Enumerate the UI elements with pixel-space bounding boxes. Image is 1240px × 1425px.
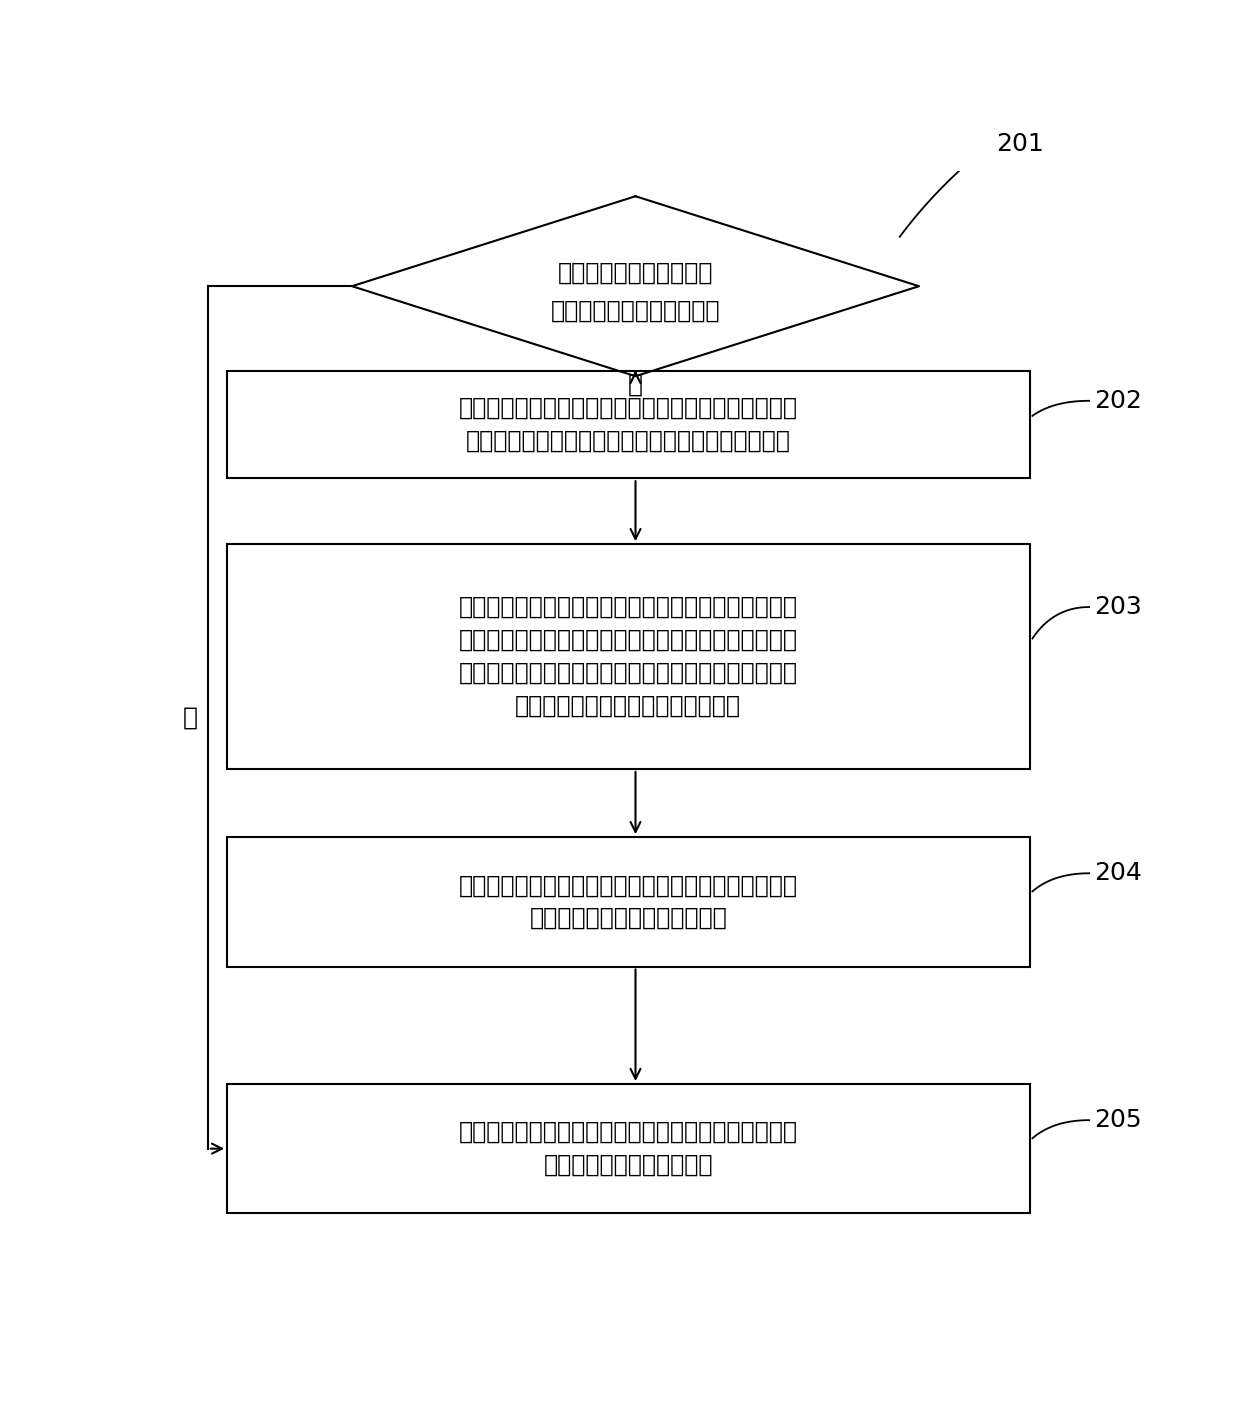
Text: 罐底面积，确定液位变化阈值，其中，第一液位信号、: 罐底面积，确定液位变化阈值，其中，第一液位信号、 — [459, 628, 797, 653]
Text: 反馈的第一液位信号在预设时长内的第一液位变化值: 反馈的第一液位信号在预设时长内的第一液位变化值 — [466, 429, 791, 453]
Polygon shape — [352, 197, 919, 376]
Text: 205: 205 — [1094, 1109, 1142, 1133]
Text: 在湿平整液控制系统运行预设时长后，获取第一液位计: 在湿平整液控制系统运行预设时长后，获取第一液位计 — [459, 396, 797, 420]
Text: 202: 202 — [1094, 389, 1142, 413]
Text: 201: 201 — [996, 131, 1044, 155]
Bar — [227, 1084, 1029, 1214]
Text: 预设时长、液体传输装置的流量信息以及供液罐的罐底: 预设时长、液体传输装置的流量信息以及供液罐的罐底 — [459, 661, 797, 685]
Bar — [227, 544, 1029, 770]
Text: 203: 203 — [1094, 596, 1142, 618]
Text: 平整液控制系统的参数信息: 平整液控制系统的参数信息 — [543, 1153, 713, 1177]
Text: 204: 204 — [1094, 861, 1142, 885]
Text: 判定第一液位信号出现故障，其中，第一液位信号为湿: 判定第一液位信号出现故障，其中，第一液位信号为湿 — [459, 1120, 797, 1144]
Bar — [227, 370, 1029, 479]
Bar — [227, 836, 1029, 966]
Text: 确定第一液位信号是否出现故障: 确定第一液位信号是否出现故障 — [529, 906, 727, 931]
Text: 液位计反馈的第一液位信号: 液位计反馈的第一液位信号 — [551, 298, 720, 322]
Text: 判断是否能够接收到第一: 判断是否能够接收到第一 — [558, 261, 713, 285]
Text: 根据预设时长、液体传输装置的流量信息以及供液罐的: 根据预设时长、液体传输装置的流量信息以及供液罐的 — [459, 596, 797, 618]
Text: 是: 是 — [627, 372, 644, 396]
Text: 否: 否 — [184, 705, 198, 730]
Text: 比较第一液位变化值与液位变化阈值，根据比较结果，: 比较第一液位变化值与液位变化阈值，根据比较结果， — [459, 874, 797, 898]
Text: 面积为湿平整液控制系统的参数信息: 面积为湿平整液控制系统的参数信息 — [516, 694, 742, 718]
